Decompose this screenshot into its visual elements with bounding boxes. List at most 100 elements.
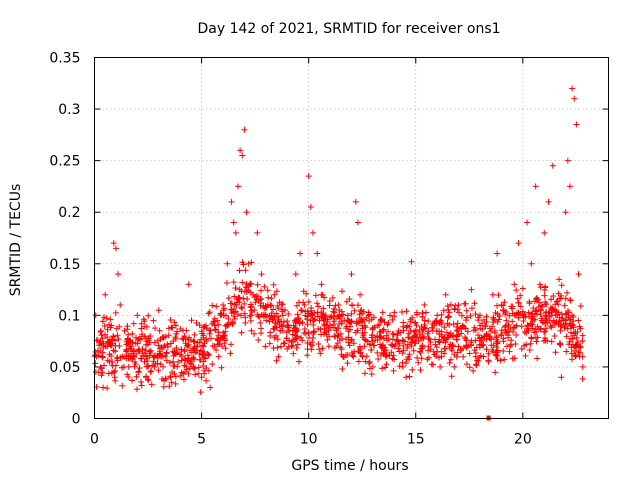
data-point (270, 345, 277, 352)
data-point (207, 327, 214, 334)
data-point (351, 307, 358, 314)
data-point (425, 343, 432, 350)
data-point (536, 281, 543, 288)
data-point (413, 322, 420, 329)
data-point (133, 373, 140, 380)
data-point (266, 340, 273, 347)
data-point (555, 301, 562, 308)
data-point (162, 353, 169, 360)
data-point (356, 311, 363, 318)
data-point (114, 332, 121, 339)
data-point (110, 240, 117, 247)
data-point (304, 339, 311, 346)
data-point (92, 360, 99, 367)
data-point (400, 323, 407, 330)
data-point (579, 363, 586, 370)
data-point (293, 344, 300, 351)
data-point (541, 229, 548, 236)
data-point (417, 348, 424, 355)
data-point (502, 322, 509, 329)
data-point (431, 319, 438, 326)
data-point (123, 348, 130, 355)
data-point (357, 291, 364, 298)
data-point (514, 295, 521, 302)
data-point (279, 308, 286, 315)
data-point (156, 345, 163, 352)
data-point (95, 369, 102, 376)
data-point (99, 353, 106, 360)
data-point (378, 317, 385, 324)
data-point (196, 350, 203, 357)
data-point (412, 338, 419, 345)
data-point (494, 347, 501, 354)
data-point (279, 312, 286, 319)
data-point (425, 335, 432, 342)
data-point (542, 301, 549, 308)
data-point (258, 299, 265, 306)
data-point (352, 198, 359, 205)
data-point (490, 319, 497, 326)
data-point (319, 292, 326, 299)
data-point (361, 343, 368, 350)
data-point (276, 299, 283, 306)
data-point (518, 345, 525, 352)
data-point (463, 314, 470, 321)
data-point (147, 332, 154, 339)
data-point (164, 341, 171, 348)
data-point (333, 343, 340, 350)
data-point (510, 328, 517, 335)
data-point (207, 384, 214, 391)
data-point (200, 362, 207, 369)
data-point (162, 376, 169, 383)
data-point (481, 332, 488, 339)
data-point (139, 331, 146, 338)
data-point (389, 336, 396, 343)
data-point (577, 343, 584, 350)
data-point (548, 338, 555, 345)
data-point (133, 350, 140, 357)
data-point (292, 271, 299, 278)
data-point (238, 329, 245, 336)
data-point (236, 267, 243, 274)
data-point (155, 342, 162, 349)
data-point (554, 298, 561, 305)
data-point (518, 323, 525, 330)
data-point (377, 341, 384, 348)
data-point (337, 344, 344, 351)
data-point (410, 347, 417, 354)
data-point (564, 325, 571, 332)
data-point (424, 356, 431, 363)
y-axis: 0 0.05 0.1 0.15 0.2 0.25 0.3 0.35 (49, 51, 609, 428)
data-point (290, 350, 297, 357)
data-point (163, 357, 170, 364)
data-point (454, 349, 461, 356)
data-point (253, 296, 260, 303)
data-point (399, 337, 406, 344)
data-point (125, 331, 132, 338)
data-point (365, 312, 372, 319)
data-point (541, 292, 548, 299)
data-point (491, 329, 498, 336)
data-point (357, 308, 364, 315)
data-point (512, 340, 519, 347)
data-point (326, 298, 333, 305)
data-point (135, 369, 142, 376)
data-point (440, 307, 447, 314)
data-point (370, 342, 377, 349)
data-point (213, 335, 220, 342)
data-point (190, 363, 197, 370)
data-point (330, 308, 337, 315)
data-point (190, 338, 197, 345)
y-tick-label: 0.25 (49, 154, 80, 170)
data-point (241, 288, 248, 295)
data-point (494, 302, 501, 309)
data-point (542, 312, 549, 319)
data-point (164, 343, 171, 350)
data-point (268, 295, 275, 302)
data-point (301, 329, 308, 336)
data-point (509, 303, 516, 310)
data-point (449, 333, 456, 340)
data-point (242, 284, 249, 291)
data-point (138, 325, 145, 332)
data-point (473, 362, 480, 369)
